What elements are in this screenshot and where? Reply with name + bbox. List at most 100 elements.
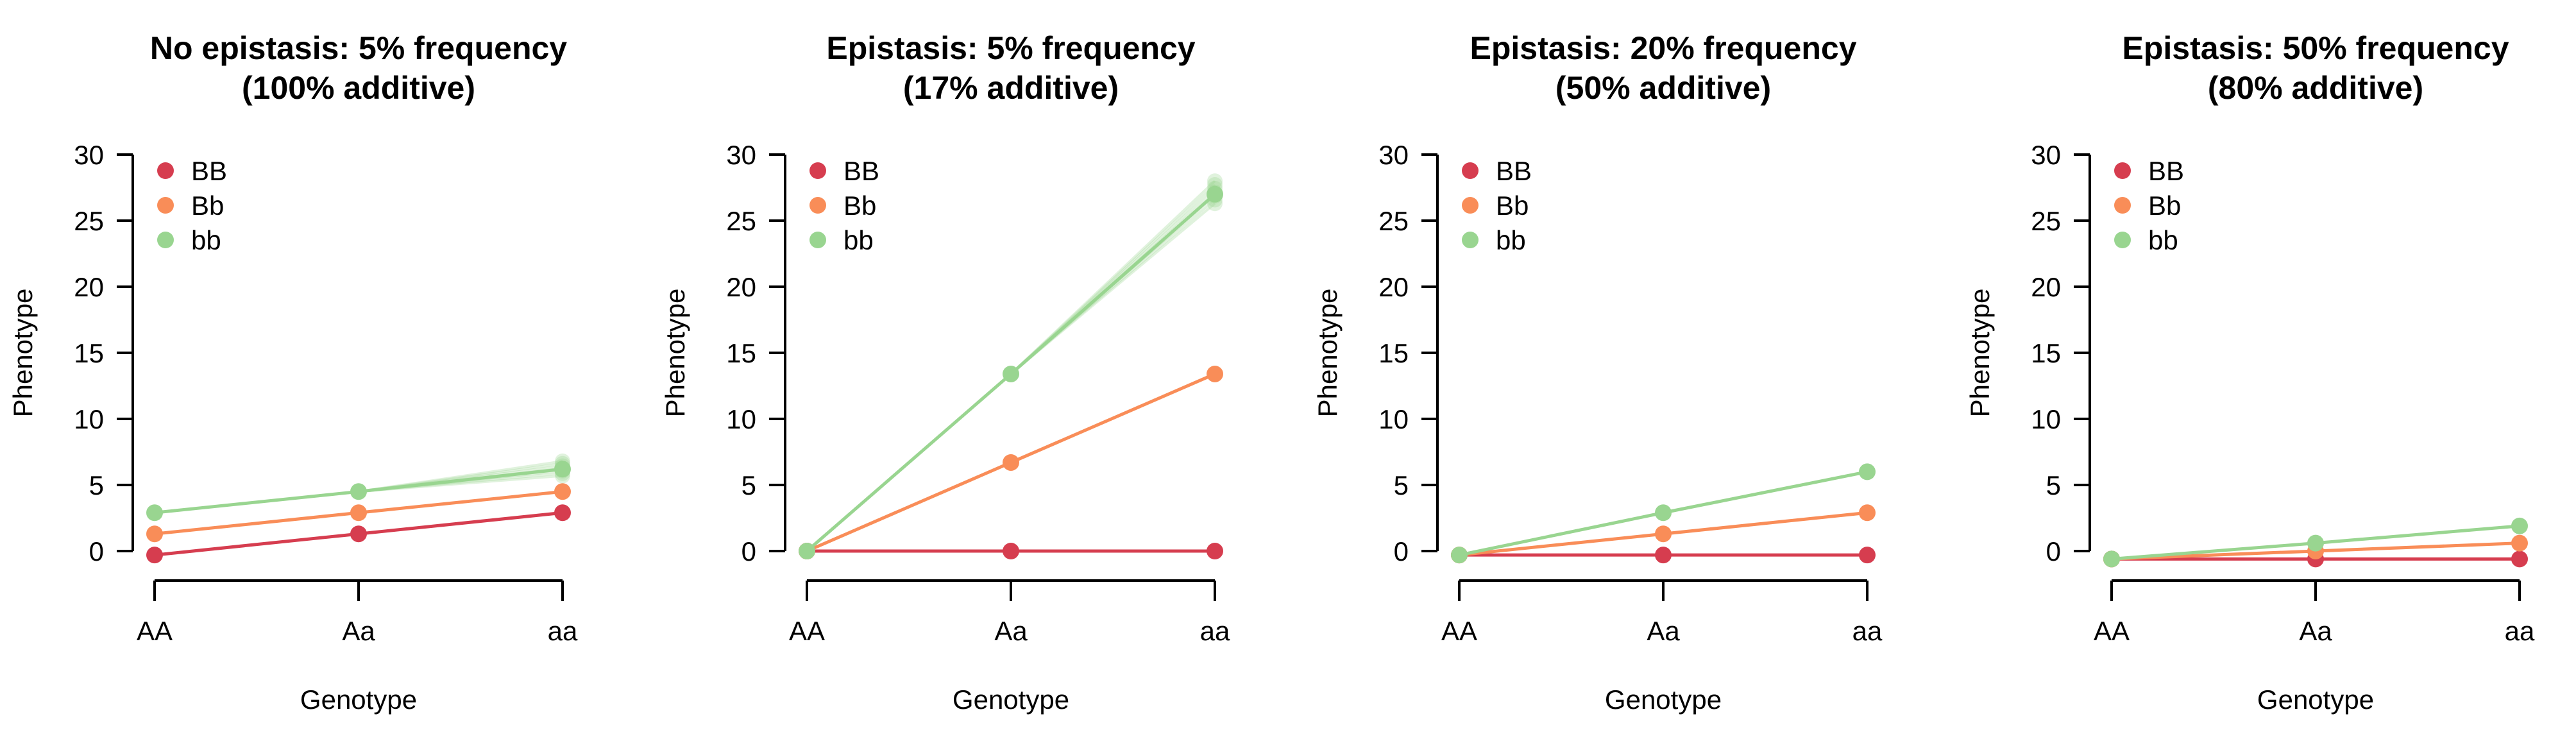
x-axis-label: Genotype	[1605, 684, 1722, 715]
x-axis-label: Genotype	[953, 684, 1069, 715]
legend-marker-bb	[809, 232, 826, 248]
y-axis-label: Phenotype	[1312, 289, 1343, 418]
panel-title-line: Epistasis: 20% frequency	[1470, 30, 1856, 66]
y-axis-label: Phenotype	[8, 289, 38, 418]
legend-marker-Bb	[157, 197, 174, 214]
data-point	[2307, 534, 2324, 552]
legend-marker-Bb	[809, 197, 826, 214]
x-tick-label: AA	[137, 616, 173, 646]
x-tick-label: AA	[2094, 616, 2130, 646]
legend-label: Bb	[2148, 191, 2181, 221]
y-tick-label: 10	[74, 404, 104, 434]
panel-title-line: (17% additive)	[903, 70, 1119, 106]
y-tick-label: 20	[2031, 272, 2061, 302]
legend-marker-BB	[1462, 162, 1479, 179]
y-tick-label: 20	[1378, 272, 1409, 302]
data-point	[2511, 534, 2528, 552]
legend-marker-bb	[1462, 232, 1479, 248]
legend-label: bb	[1496, 225, 1526, 255]
y-tick-label: 5	[89, 470, 104, 500]
data-point	[350, 504, 367, 522]
legend-label: bb	[191, 225, 221, 255]
panel-title-line: Epistasis: 50% frequency	[2122, 30, 2509, 66]
panel-2: Epistasis: 5% frequency (17% additive) 0 5 1…	[660, 30, 1230, 715]
y-tick-label: 0	[1394, 536, 1409, 566]
data-point	[1859, 504, 1876, 522]
x-tick-label: Aa	[994, 616, 1028, 646]
data-point	[2511, 550, 2528, 568]
data-point	[1859, 463, 1876, 480]
y-axis-label: Phenotype	[1965, 289, 1995, 418]
series-bb	[2103, 517, 2528, 568]
y-tick-label: 15	[726, 338, 756, 368]
y-tick-label: 25	[726, 206, 756, 236]
y-tick-label: 0	[89, 536, 104, 566]
y-tick-label: 5	[2046, 470, 2061, 500]
data-point	[1207, 185, 1223, 203]
y-tick-label: 10	[726, 404, 756, 434]
panel-title-line: (80% additive)	[2208, 70, 2423, 106]
y-tick-label: 0	[741, 536, 756, 566]
x-tick-label: Aa	[2299, 616, 2332, 646]
panel-title-line: (50% additive)	[1555, 70, 1771, 106]
data-point	[1003, 365, 1019, 382]
x-tick-label: AA	[789, 616, 825, 646]
data-point	[1207, 365, 1223, 382]
legend-label: bb	[2148, 225, 2178, 255]
legend-marker-BB	[157, 162, 174, 179]
legend-label: BB	[2148, 156, 2184, 186]
x-axis-label: Genotype	[300, 684, 417, 715]
y-tick-label: 20	[726, 272, 756, 302]
x-tick-label: Aa	[1647, 616, 1680, 646]
data-point	[554, 483, 571, 500]
y-tick-label: 25	[74, 206, 104, 236]
series-bb	[1451, 463, 1876, 564]
data-point	[1655, 504, 1672, 522]
panel-4: Epistasis: 50% frequency (80% additive) 0 5…	[1965, 30, 2535, 715]
y-tick-label: 0	[2046, 536, 2061, 566]
legend-label: Bb	[191, 191, 224, 221]
legend-label: Bb	[1496, 191, 1529, 221]
series-BB	[799, 543, 1223, 559]
legend-label: Bb	[843, 191, 876, 221]
legend-label: BB	[843, 156, 879, 186]
data-point	[350, 483, 367, 500]
legend-label: BB	[1496, 156, 1532, 186]
series-Bb	[799, 365, 1223, 559]
series-Bb	[146, 483, 571, 543]
data-point	[554, 461, 571, 478]
legend-marker-bb	[2114, 232, 2131, 248]
x-tick-label: AA	[1441, 616, 1477, 646]
data-point	[146, 525, 163, 543]
series-bb	[799, 173, 1223, 559]
data-point	[554, 504, 571, 522]
data-point	[146, 547, 163, 564]
data-point	[2511, 517, 2528, 534]
data-point	[1655, 525, 1672, 543]
x-tick-label: aa	[2505, 616, 2535, 646]
uncertainty-point	[1207, 173, 1223, 189]
data-point	[1003, 454, 1019, 471]
legend-marker-Bb	[2114, 197, 2131, 214]
legend-marker-BB	[809, 162, 826, 179]
x-tick-label: aa	[548, 616, 578, 646]
y-tick-label: 10	[1378, 404, 1409, 434]
y-tick-label: 30	[74, 140, 104, 170]
y-tick-label: 15	[74, 338, 104, 368]
x-tick-label: aa	[1200, 616, 1230, 646]
x-axis-label: Genotype	[2257, 684, 2374, 715]
y-tick-label: 15	[1378, 338, 1409, 368]
legend-label: BB	[191, 156, 227, 186]
x-tick-label: Aa	[342, 616, 375, 646]
y-tick-label: 30	[2031, 140, 2061, 170]
panel-1: No epistasis: 5% frequency (100% additive…	[8, 30, 578, 715]
y-tick-label: 5	[741, 470, 756, 500]
panel-title-line: Epistasis: 5% frequency	[826, 30, 1195, 66]
data-point	[2103, 550, 2120, 568]
data-point	[799, 543, 815, 559]
legend-marker-BB	[2114, 162, 2131, 179]
data-point	[146, 504, 163, 522]
series-BB	[146, 504, 571, 564]
panel-3: Epistasis: 20% frequency (50% additive) 0 5…	[1312, 30, 1883, 715]
